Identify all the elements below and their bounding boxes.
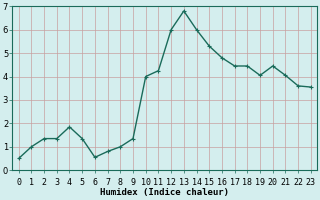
X-axis label: Humidex (Indice chaleur): Humidex (Indice chaleur) (100, 188, 229, 197)
